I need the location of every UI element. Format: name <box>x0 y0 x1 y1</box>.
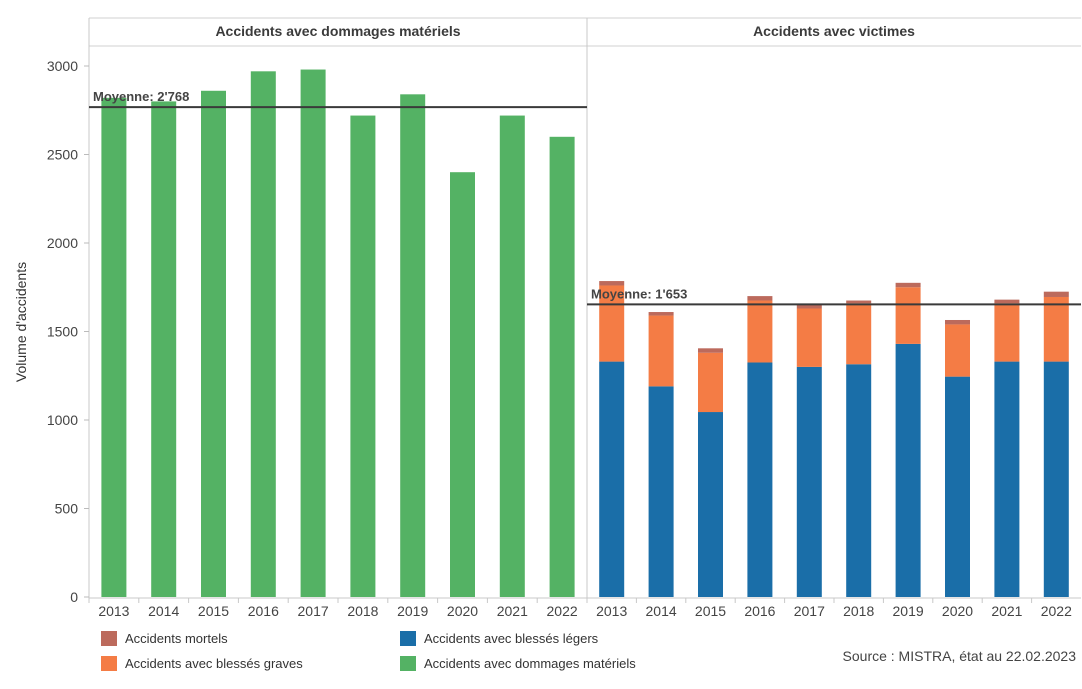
x-tick-label: 2021 <box>991 603 1022 619</box>
x-tick-label: 2016 <box>744 603 775 619</box>
y-tick-label: 1500 <box>47 324 78 340</box>
y-tick-label: 0 <box>70 589 78 605</box>
bar-dommages-2019 <box>400 94 426 597</box>
bar-mortels-2022 <box>1043 291 1069 297</box>
x-tick-label: 2022 <box>547 603 578 619</box>
bar-dommages-2021 <box>499 115 525 597</box>
x-tick-label: 2015 <box>198 603 229 619</box>
x-tick-label: 2016 <box>248 603 279 619</box>
average-label: Moyenne: 2'768 <box>93 89 189 104</box>
bar-graves-2020 <box>945 324 970 377</box>
x-tick-label: 2014 <box>148 603 179 619</box>
bar-legers-2021 <box>994 361 1020 597</box>
bar-mortels-2018 <box>846 300 872 304</box>
y-axis-title: Volume d'accidents <box>13 262 29 382</box>
legend-label: Accidents avec blessés légers <box>424 631 599 646</box>
bar-legers-2016 <box>747 362 773 597</box>
bar-legers-2013 <box>599 361 625 597</box>
x-tick-label: 2022 <box>1041 603 1072 619</box>
y-tick-label: 1000 <box>47 412 78 428</box>
x-tick-label: 2017 <box>794 603 825 619</box>
bar-dommages-2022 <box>549 136 575 598</box>
x-tick-label: 2015 <box>695 603 726 619</box>
bar-mortels-2014 <box>648 312 674 316</box>
panel-title: Accidents avec victimes <box>753 23 915 39</box>
x-tick-label: 2018 <box>347 603 378 619</box>
bar-legers-2022 <box>1043 361 1069 597</box>
bar-legers-2019 <box>895 343 921 597</box>
legend-swatch <box>101 631 117 646</box>
legend-label: Accidents avec blessés graves <box>125 656 303 671</box>
panel-title: Accidents avec dommages matériels <box>215 23 460 39</box>
bar-legers-2018 <box>846 364 872 597</box>
x-tick-label: 2013 <box>98 603 129 619</box>
bar-graves-2018 <box>846 303 872 365</box>
bar-graves-2014 <box>648 315 674 387</box>
bar-mortels-2013 <box>599 281 625 286</box>
legend-label: Accidents avec dommages matériels <box>424 656 636 671</box>
x-tick-label: 2020 <box>447 603 478 619</box>
y-tick-label: 2000 <box>47 235 78 251</box>
legend-label: Accidents mortels <box>125 631 228 646</box>
bar-graves-2019 <box>895 287 921 344</box>
legend-swatch <box>101 656 117 671</box>
bar-dommages-2018 <box>350 115 376 597</box>
x-tick-label: 2019 <box>893 603 924 619</box>
bar-graves-2015 <box>698 352 723 413</box>
bar-dommages-2020 <box>450 172 475 597</box>
bar-graves-2013 <box>599 285 625 362</box>
x-tick-label: 2013 <box>596 603 627 619</box>
bar-legers-2015 <box>698 412 723 597</box>
bar-graves-2021 <box>994 303 1020 362</box>
x-tick-label: 2021 <box>497 603 528 619</box>
bar-mortels-2021 <box>994 299 1020 304</box>
bar-dommages-2017 <box>300 69 326 598</box>
legend-swatch <box>400 631 416 646</box>
y-tick-label: 500 <box>55 501 79 517</box>
bar-graves-2022 <box>1043 296 1069 362</box>
bar-graves-2017 <box>796 308 822 367</box>
x-tick-label: 2017 <box>298 603 329 619</box>
legend-swatch <box>400 656 416 671</box>
x-tick-label: 2019 <box>397 603 428 619</box>
bar-dommages-2013 <box>101 97 127 598</box>
bar-graves-2016 <box>747 300 773 363</box>
source-note: Source : MISTRA, état au 22.02.2023 <box>843 648 1077 664</box>
y-tick-label: 3000 <box>47 58 78 74</box>
bar-dommages-2015 <box>201 90 226 597</box>
bar-legers-2014 <box>648 386 674 597</box>
bar-dommages-2014 <box>151 101 177 598</box>
bar-mortels-2019 <box>895 282 921 288</box>
x-tick-label: 2014 <box>646 603 677 619</box>
x-tick-label: 2020 <box>942 603 973 619</box>
bar-mortels-2015 <box>698 348 723 353</box>
bar-mortels-2020 <box>945 319 970 325</box>
bar-dommages-2016 <box>250 71 276 597</box>
bar-mortels-2017 <box>796 304 822 309</box>
bar-mortels-2016 <box>747 296 773 301</box>
y-tick-label: 2500 <box>47 147 78 163</box>
bar-legers-2020 <box>945 376 970 597</box>
average-label: Moyenne: 1'653 <box>591 286 687 301</box>
bar-legers-2017 <box>796 366 822 597</box>
x-tick-label: 2018 <box>843 603 874 619</box>
